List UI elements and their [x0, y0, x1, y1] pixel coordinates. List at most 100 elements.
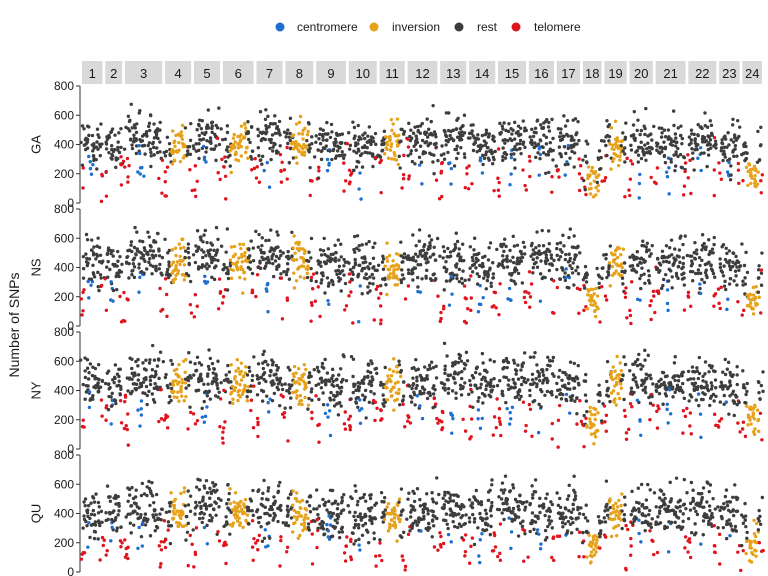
- point-rest: [547, 129, 552, 133]
- strip-chr-22: [688, 61, 717, 84]
- point-rest: [277, 256, 281, 261]
- point-rest: [406, 271, 411, 276]
- point-rest: [154, 513, 158, 517]
- point-rest: [504, 356, 509, 361]
- point-rest: [645, 241, 649, 245]
- point-rest: [339, 404, 343, 408]
- point-rest: [670, 275, 674, 279]
- point-rest: [197, 142, 201, 146]
- point-rest: [485, 278, 490, 283]
- point-telomere: [286, 439, 290, 443]
- point-rest: [157, 247, 161, 251]
- point-rest: [568, 264, 572, 268]
- point-centromere: [665, 288, 670, 292]
- point-telomere: [433, 402, 438, 406]
- point-rest: [725, 145, 729, 149]
- point-rest: [330, 376, 334, 381]
- point-telomere: [657, 407, 661, 411]
- strip-chr-15: [498, 61, 527, 84]
- point-rest: [532, 252, 537, 256]
- point-rest: [141, 361, 145, 365]
- point-rest: [606, 270, 611, 275]
- point-rest: [459, 376, 464, 381]
- point-telomere: [491, 433, 496, 437]
- point-rest: [556, 127, 561, 131]
- point-rest: [137, 506, 141, 510]
- point-telomere: [407, 415, 411, 420]
- point-rest: [275, 230, 279, 234]
- point-rest: [663, 135, 668, 139]
- point-rest: [81, 276, 86, 280]
- strip-chr-19: [604, 61, 627, 84]
- point-rest: [454, 127, 459, 131]
- point-rest: [709, 146, 713, 150]
- point-rest: [260, 399, 265, 403]
- strip-label-chr-3: 3: [140, 66, 147, 81]
- point-rest: [326, 284, 331, 288]
- point-rest: [555, 253, 559, 258]
- point-rest: [224, 250, 228, 254]
- point-rest: [483, 394, 487, 398]
- point-centromere: [666, 421, 670, 425]
- point-rest: [654, 388, 658, 393]
- point-rest: [306, 407, 310, 411]
- point-rest: [681, 261, 686, 266]
- point-rest: [203, 228, 208, 233]
- point-telomere: [521, 400, 526, 404]
- point-rest: [357, 263, 361, 268]
- point-rest: [650, 138, 654, 142]
- point-centromere: [508, 183, 512, 187]
- point-rest: [621, 149, 625, 153]
- point-telomere: [406, 137, 410, 141]
- point-inversion: [234, 380, 239, 384]
- point-telomere: [347, 294, 351, 298]
- point-rest: [156, 357, 161, 361]
- point-rest: [728, 258, 732, 263]
- point-telomere: [318, 314, 322, 319]
- point-rest: [278, 249, 283, 253]
- point-centromere: [202, 420, 207, 424]
- point-rest: [644, 249, 649, 254]
- point-telomere: [629, 159, 633, 163]
- point-rest: [107, 150, 111, 155]
- point-rest: [664, 244, 669, 248]
- point-rest: [634, 380, 638, 384]
- point-rest: [108, 499, 113, 504]
- point-rest: [352, 125, 357, 130]
- point-rest: [446, 246, 450, 251]
- point-rest: [658, 268, 662, 273]
- point-rest: [572, 379, 577, 383]
- point-rest: [639, 140, 643, 144]
- point-rest: [534, 155, 538, 160]
- point-telomere: [222, 388, 226, 393]
- point-rest: [85, 256, 89, 261]
- point-rest: [503, 156, 508, 160]
- point-rest: [495, 247, 499, 252]
- point-rest: [105, 484, 110, 488]
- point-rest: [207, 348, 211, 352]
- point-inversion: [298, 275, 303, 279]
- point-rest: [381, 254, 385, 258]
- point-telomere: [400, 186, 404, 190]
- point-inversion: [231, 261, 235, 266]
- point-telomere: [310, 179, 314, 183]
- strip-label-chr-9: 9: [327, 66, 334, 81]
- point-telomere: [342, 189, 346, 193]
- point-rest: [371, 154, 375, 158]
- point-rest: [584, 280, 589, 284]
- point-centromere: [726, 297, 730, 301]
- point-rest: [96, 147, 100, 151]
- point-telomere: [221, 295, 226, 299]
- point-rest: [195, 229, 200, 233]
- point-rest: [476, 133, 480, 137]
- point-rest: [214, 264, 218, 268]
- point-telomere: [251, 558, 255, 562]
- point-rest: [484, 387, 488, 392]
- point-centromere: [325, 403, 330, 407]
- point-rest: [314, 140, 318, 144]
- point-rest: [566, 273, 571, 278]
- point-rest: [682, 396, 687, 401]
- point-rest: [84, 142, 88, 146]
- point-rest: [704, 380, 708, 384]
- point-rest: [687, 399, 691, 403]
